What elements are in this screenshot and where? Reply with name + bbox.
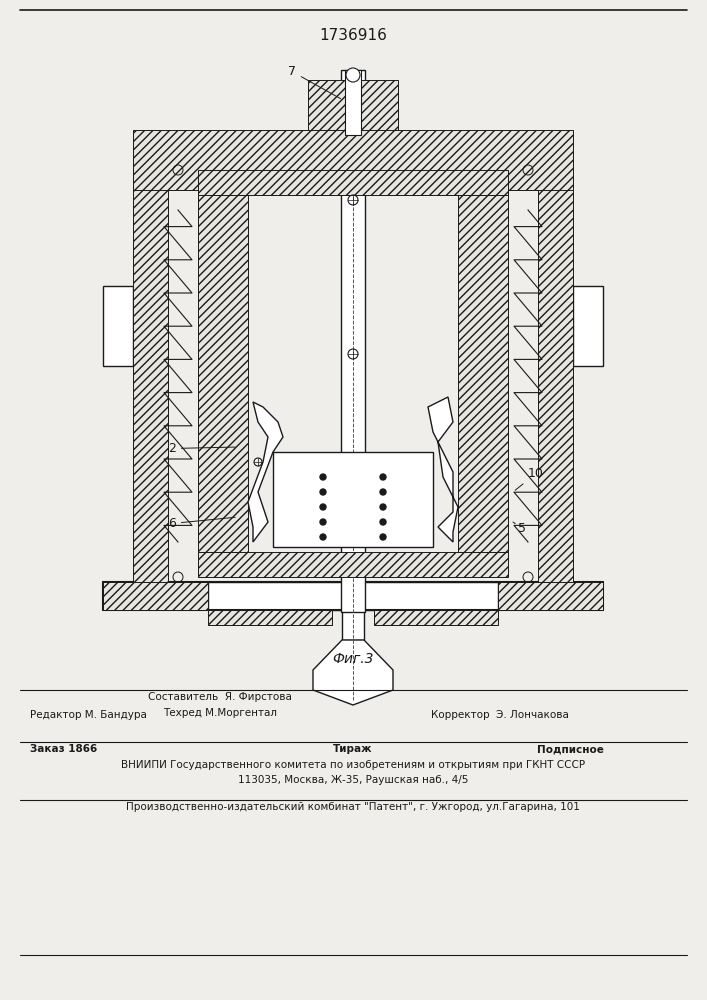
Circle shape (320, 534, 326, 540)
Text: ВНИИПИ Государственного комитета по изобретениям и открытиям при ГКНТ СССР: ВНИИПИ Государственного комитета по изоб… (121, 760, 585, 770)
Polygon shape (198, 195, 248, 552)
Circle shape (380, 534, 386, 540)
Polygon shape (208, 610, 332, 625)
Polygon shape (428, 397, 458, 542)
Polygon shape (308, 80, 398, 130)
Polygon shape (573, 286, 603, 366)
Circle shape (380, 489, 386, 495)
Polygon shape (103, 582, 208, 610)
Polygon shape (342, 610, 364, 640)
Text: 2: 2 (168, 442, 235, 455)
Circle shape (320, 519, 326, 525)
Text: 5: 5 (513, 522, 526, 535)
Text: 10: 10 (515, 467, 544, 490)
Text: Фиг.3: Фиг.3 (332, 652, 374, 666)
Polygon shape (538, 150, 573, 582)
Circle shape (380, 474, 386, 480)
Polygon shape (133, 150, 168, 582)
Polygon shape (198, 170, 508, 195)
Polygon shape (133, 130, 573, 190)
Text: Тираж: Тираж (333, 744, 373, 754)
Circle shape (380, 504, 386, 510)
Polygon shape (458, 195, 508, 552)
Text: Составитель  Я. Фирстова: Составитель Я. Фирстова (148, 692, 292, 702)
Polygon shape (313, 640, 393, 705)
Polygon shape (208, 582, 498, 610)
Circle shape (380, 519, 386, 525)
Circle shape (320, 504, 326, 510)
Polygon shape (374, 610, 498, 625)
Polygon shape (248, 402, 283, 542)
Text: 113035, Москва, Ж-35, Раушская наб., 4/5: 113035, Москва, Ж-35, Раушская наб., 4/5 (238, 775, 468, 785)
Text: 1736916: 1736916 (319, 28, 387, 43)
Text: 6: 6 (168, 517, 235, 530)
Text: 7: 7 (288, 65, 341, 99)
Polygon shape (103, 286, 133, 366)
Polygon shape (345, 70, 361, 135)
Circle shape (346, 68, 360, 82)
Circle shape (320, 474, 326, 480)
Text: Редактор М. Бандура: Редактор М. Бандура (30, 710, 147, 720)
Text: Производственно-издательский комбинат "Патент", г. Ужгород, ул.Гагарина, 101: Производственно-издательский комбинат "П… (126, 802, 580, 812)
Polygon shape (341, 70, 365, 612)
Text: Заказ 1866: Заказ 1866 (30, 744, 98, 754)
Text: Техред М.Моргентал: Техред М.Моргентал (163, 708, 277, 718)
Circle shape (320, 489, 326, 495)
Polygon shape (498, 582, 603, 610)
Text: Корректор  Э. Лончакова: Корректор Э. Лончакова (431, 710, 569, 720)
Polygon shape (273, 452, 433, 547)
Text: Подписное: Подписное (537, 744, 604, 754)
Polygon shape (198, 552, 508, 577)
